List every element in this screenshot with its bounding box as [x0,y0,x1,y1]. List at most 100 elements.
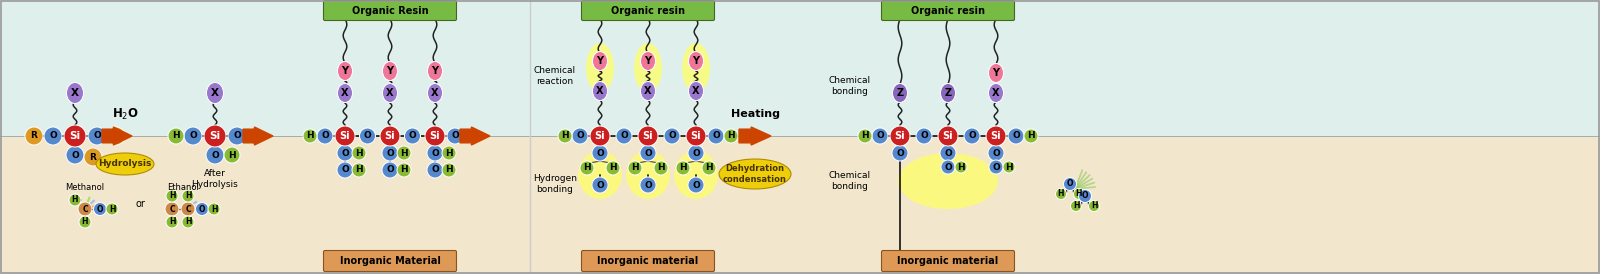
Text: O: O [1067,179,1074,189]
Text: O: O [992,162,1000,172]
Ellipse shape [898,153,998,209]
Circle shape [1056,189,1067,199]
Text: H: H [400,165,408,175]
FancyBboxPatch shape [323,1,456,21]
FancyBboxPatch shape [581,1,715,21]
Circle shape [955,161,966,173]
Circle shape [427,145,443,161]
Text: H: H [466,132,474,141]
Ellipse shape [592,81,608,101]
Text: H: H [445,165,453,175]
Circle shape [334,126,355,146]
Text: Si: Si [69,131,80,141]
Circle shape [93,202,107,215]
Ellipse shape [427,61,443,81]
Circle shape [1088,201,1099,212]
Text: H: H [306,132,314,141]
Circle shape [205,125,226,147]
Circle shape [442,146,456,160]
Text: H: H [229,150,235,159]
Text: After
Hydrolysis: After Hydrolysis [192,169,238,189]
Text: Y: Y [597,56,603,66]
Circle shape [107,127,125,145]
Circle shape [590,126,610,146]
Text: O: O [597,181,603,190]
Circle shape [195,202,208,215]
Circle shape [558,129,573,143]
Text: O: O [363,132,371,141]
Text: R: R [90,153,96,161]
Text: X: X [693,86,699,96]
Ellipse shape [640,81,656,101]
Text: O: O [621,132,627,141]
Text: H: H [168,218,176,227]
Text: Organic resin: Organic resin [910,5,986,16]
Circle shape [872,128,888,144]
Text: O: O [70,150,78,159]
Circle shape [78,202,93,216]
Text: O: O [386,165,394,175]
Text: Chemical
reaction: Chemical reaction [534,66,576,86]
Text: H: H [355,165,363,175]
Text: R: R [30,132,37,141]
Circle shape [442,163,456,177]
Ellipse shape [674,151,718,199]
Text: O: O [712,132,720,141]
Circle shape [606,161,621,175]
Text: X: X [432,88,438,98]
Circle shape [664,128,680,144]
Ellipse shape [592,52,608,70]
Text: Si: Si [894,131,906,141]
Circle shape [989,160,1003,174]
Text: Si: Si [691,131,701,141]
Circle shape [397,163,411,177]
Ellipse shape [688,81,704,101]
Text: or: or [134,199,146,209]
Circle shape [707,128,723,144]
Circle shape [181,202,195,216]
Text: H: H [630,164,638,173]
Text: H: H [445,149,453,158]
FancyBboxPatch shape [581,250,715,272]
Text: H: H [1091,201,1098,210]
Text: O: O [451,132,459,141]
Text: X: X [70,88,78,98]
Ellipse shape [67,82,83,104]
Circle shape [938,126,958,146]
Ellipse shape [338,84,352,102]
FancyBboxPatch shape [882,250,1014,272]
Polygon shape [461,127,490,145]
Text: H: H [1075,190,1082,198]
Text: Heating: Heating [731,109,779,119]
Text: O: O [896,149,904,158]
Circle shape [986,126,1006,146]
Circle shape [893,145,909,161]
Ellipse shape [688,52,704,70]
Text: H: H [355,149,363,158]
Text: O: O [920,132,928,141]
Circle shape [168,128,184,144]
Circle shape [229,127,246,145]
Text: X: X [211,88,219,98]
FancyBboxPatch shape [882,1,1014,21]
Circle shape [915,128,931,144]
Text: H: H [957,162,965,172]
Text: Methanol: Methanol [66,182,104,192]
Circle shape [688,145,704,161]
Text: O: O [96,204,104,213]
Text: O: O [322,132,330,141]
Circle shape [579,161,594,175]
Text: X: X [645,86,651,96]
Circle shape [446,128,462,144]
Text: H: H [250,132,258,141]
Ellipse shape [578,151,622,199]
Text: Si: Si [942,131,954,141]
Text: O: O [669,132,675,141]
Text: Y: Y [693,56,699,66]
Circle shape [688,177,704,193]
Circle shape [302,129,317,143]
Circle shape [627,161,642,175]
Circle shape [88,127,106,145]
Circle shape [182,216,194,228]
Circle shape [941,160,955,174]
